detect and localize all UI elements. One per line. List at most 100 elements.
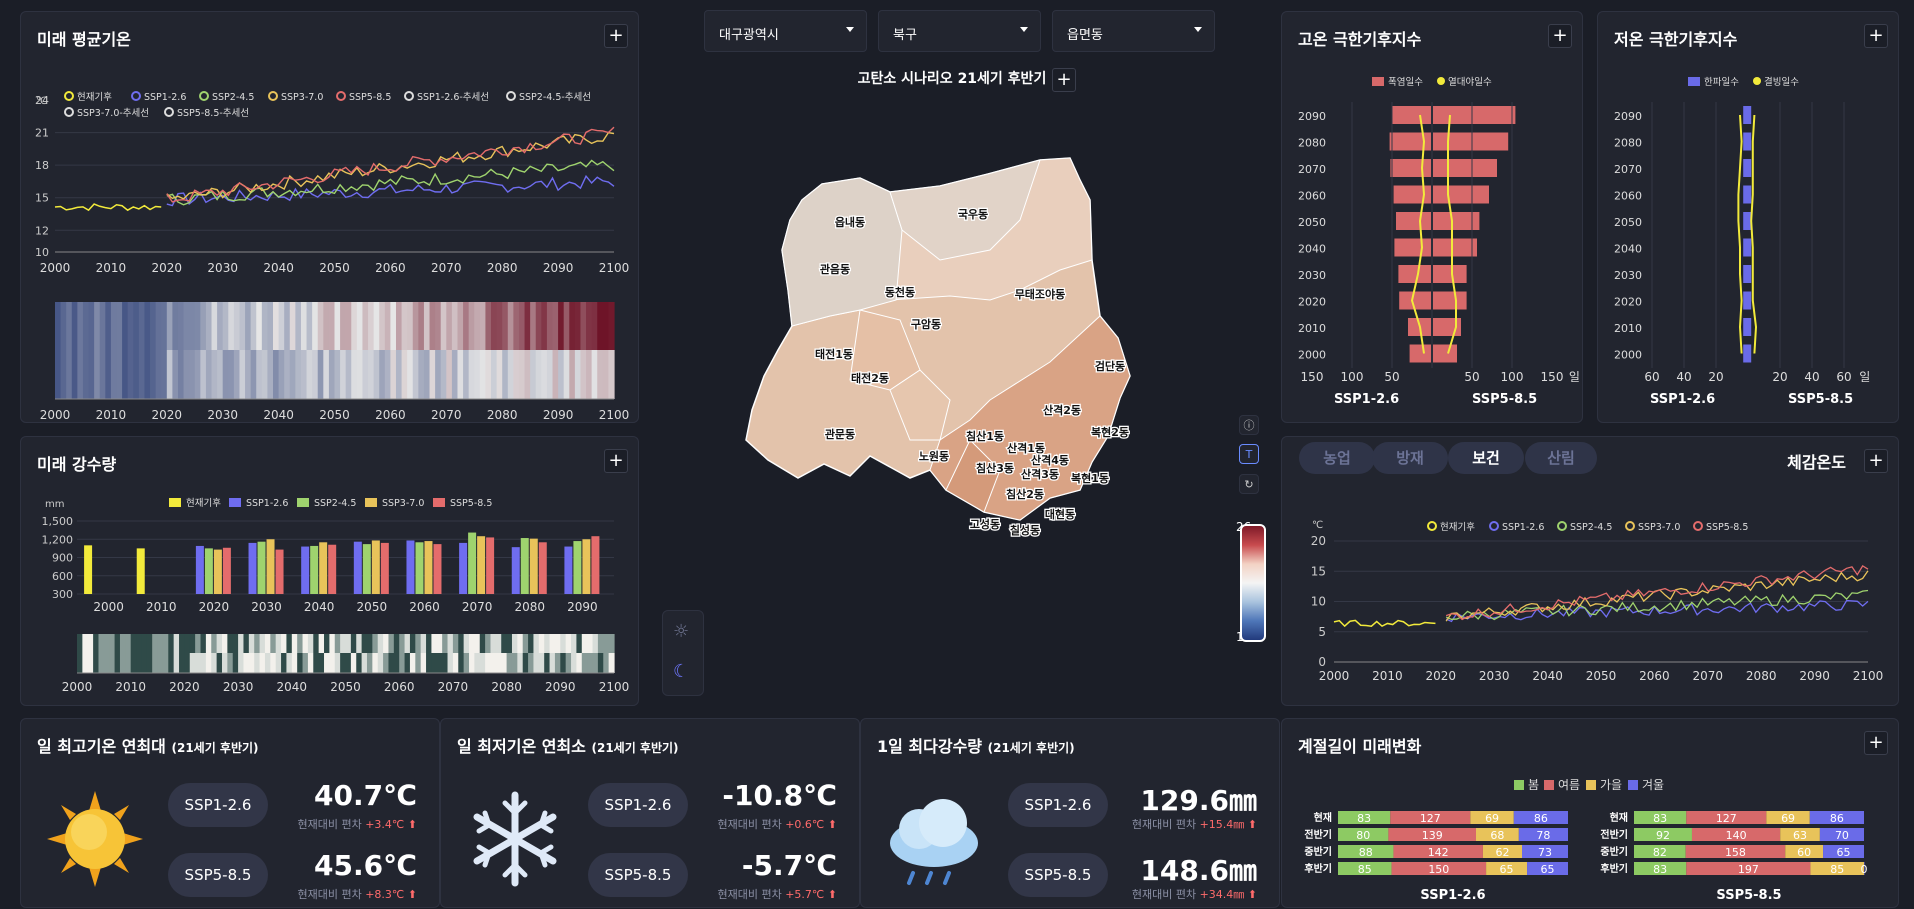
y-tick-label: 10 (1311, 595, 1326, 609)
x-tick-label: 2100 (1853, 669, 1884, 683)
warming-stripe (217, 302, 224, 350)
rain-stripe (549, 634, 556, 653)
rain-stripe (404, 653, 411, 673)
dong-label: 관문동 (825, 427, 855, 441)
expand-plus-button[interactable]: + (1864, 449, 1888, 473)
rain-stripe (501, 634, 508, 653)
tab-disaster[interactable]: 방재 (1372, 442, 1448, 474)
rain-stripe (350, 653, 357, 673)
legend-label: SSP3-7.0-추세선 (77, 108, 149, 119)
rain-stripe (356, 653, 363, 673)
expand-plus-button[interactable]: + (1864, 731, 1888, 755)
bar-SSP3-7.0 (319, 542, 328, 594)
rain-stripe (254, 634, 261, 653)
rain-stripe (318, 653, 325, 673)
dev-label: 현재대비 편차 (1131, 888, 1197, 901)
rain-stripe (184, 634, 191, 653)
row-label: 전반기 (1600, 828, 1628, 841)
rain-stripe (93, 634, 100, 673)
y-tick-label: 1,200 (42, 533, 74, 546)
rain-stripe (587, 634, 594, 653)
warming-stripe (407, 350, 414, 399)
min-temp-title: 일 최저기온 연최소 (21세기 후반기) (457, 733, 679, 757)
text-toggle-icon[interactable]: T (1239, 444, 1259, 464)
legend-label: SSP5-8.5-추세선 (177, 108, 249, 119)
bar-ssp585 (1748, 132, 1752, 151)
max-temp-card: 일 최고기온 연최대 (21세기 후반기) SSP1-2.6 40.7℃ 현재대… (20, 718, 440, 908)
warming-stripe (250, 350, 257, 399)
warming-stripe (362, 302, 369, 350)
season-value: 85 (1358, 863, 1372, 876)
x-tick-label: 2070 (431, 408, 462, 422)
y-tick-label: 2040 (1298, 243, 1326, 256)
bar-ssp126 (1743, 291, 1748, 310)
x-tick-label: 150 (1301, 370, 1324, 384)
dong-label: 침산3동 (976, 461, 1014, 475)
line-tropical-ssp126 (1410, 114, 1426, 354)
season-bar (1482, 845, 1522, 858)
legend-label: 가을 (1600, 778, 1622, 792)
warming-stripe (457, 302, 464, 350)
bar-ssp126 (1409, 344, 1431, 363)
bar-SSP2-4.5 (520, 538, 529, 594)
warming-stripe (245, 302, 252, 350)
bar-SSP5-8.5 (222, 547, 231, 594)
x-tick-label: 2040 (304, 600, 335, 614)
warming-stripe (468, 302, 475, 350)
info-icon[interactable]: ⓘ (1239, 415, 1259, 435)
feel-panel-title: 체감온도 (1787, 453, 1846, 472)
rain-stripe (109, 634, 116, 673)
tab-agriculture[interactable]: 농업 (1299, 442, 1375, 474)
season-value: 142 (1428, 846, 1449, 859)
expand-plus-button[interactable]: + (1052, 68, 1076, 92)
warming-stripe (368, 350, 375, 399)
legend-marker (64, 107, 74, 117)
season-bar (1527, 862, 1568, 875)
x-tick-label: 2090 (1799, 669, 1830, 683)
x-tick-label: 2020 (152, 261, 183, 275)
rain-stripe (205, 634, 212, 653)
tab-forest[interactable]: 산림 (1525, 442, 1597, 474)
rain-stripe (281, 634, 288, 653)
rain-stripe (275, 653, 282, 673)
warming-stripe (491, 302, 498, 350)
x-tick-label: 2050 (330, 680, 361, 694)
x-tick-label: 2080 (514, 600, 545, 614)
legend-label: SSP1-2.6 (246, 498, 288, 509)
expand-plus-button[interactable]: + (604, 449, 628, 473)
rain-stripe (544, 634, 551, 653)
bar-SSP1-2.6 (353, 541, 362, 594)
rain-stripe (522, 634, 529, 653)
warming-stripe (77, 302, 84, 399)
legend-marker (1557, 521, 1567, 531)
warming-stripe (256, 302, 263, 350)
rain-stripe (447, 653, 454, 673)
warming-stripe (446, 302, 453, 350)
moon-icon[interactable]: ☾ (673, 661, 690, 682)
legend-marker (433, 498, 445, 507)
city-select[interactable]: 대구광역시 (704, 10, 867, 52)
reset-icon[interactable]: ↻ (1239, 474, 1259, 494)
expand-plus-button[interactable]: + (1548, 24, 1572, 48)
district-select[interactable]: 북구 (878, 10, 1041, 52)
x-tick-label: 2020 (199, 600, 230, 614)
warming-stripe (250, 302, 257, 350)
sun-icon[interactable]: ☼ (673, 621, 690, 642)
warming-stripe (261, 350, 269, 399)
x-tick-label: 2000 (1319, 669, 1350, 683)
rain-stripe (270, 653, 277, 673)
tab-health[interactable]: 보건 (1448, 442, 1524, 474)
rain-stripe (469, 634, 475, 653)
rain-stripe (485, 634, 492, 653)
season-bar (1470, 811, 1514, 824)
rain-stripe (146, 634, 153, 673)
expand-plus-button[interactable]: + (604, 24, 628, 48)
rain-stripe (243, 634, 250, 653)
y-tick-label: 21 (35, 127, 49, 140)
dong-select[interactable]: 읍면동 (1052, 10, 1215, 52)
expand-plus-button[interactable]: + (1864, 24, 1888, 48)
dev-label: 현재대비 편차 (717, 818, 782, 831)
y-tick-label: 20 (1311, 534, 1326, 548)
color-scale-bar[interactable] (1240, 524, 1266, 642)
